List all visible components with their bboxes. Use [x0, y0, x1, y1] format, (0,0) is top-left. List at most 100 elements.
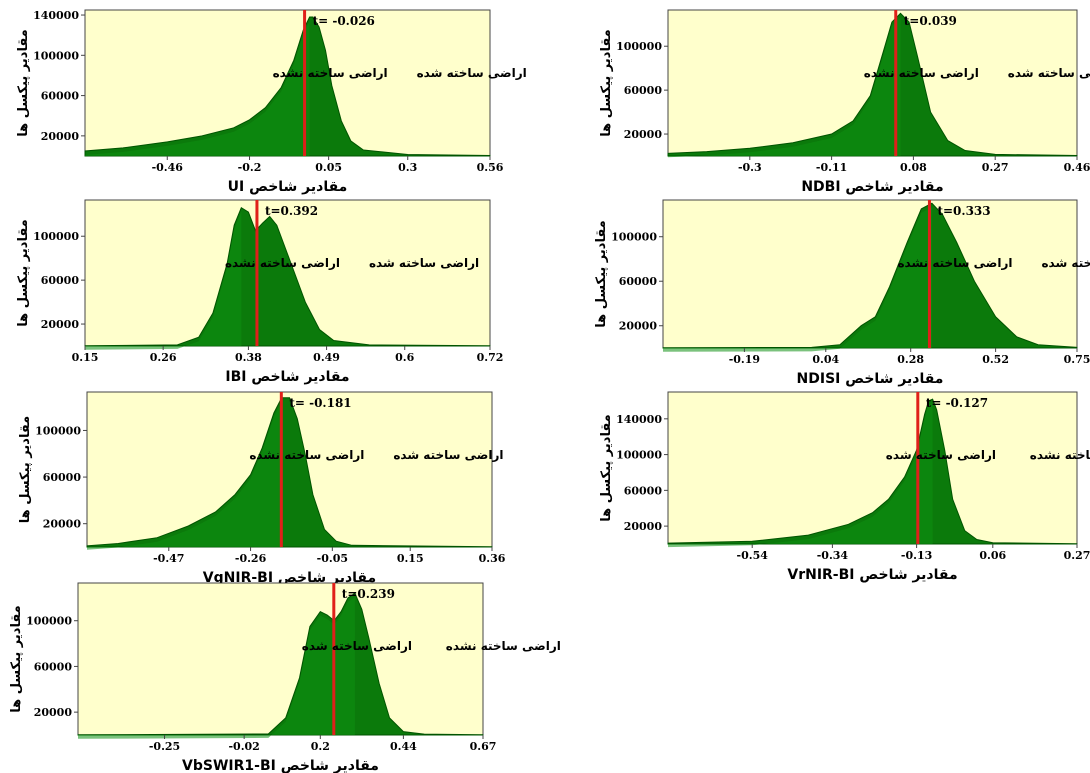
x-tick-label: -0.47: [153, 552, 184, 565]
threshold-label: t=0.039: [904, 14, 957, 28]
histogram-shade: [87, 401, 282, 550]
x-tick-label: 0.72: [477, 351, 504, 364]
histogram-shade: [663, 207, 932, 352]
x-tick-label: 0.49: [313, 351, 340, 364]
histogram-area: [84, 206, 491, 347]
x-tick-label: -0.13: [901, 549, 932, 562]
histogram-area: [662, 202, 1078, 349]
threshold-label: t= -0.127: [926, 396, 988, 410]
x-axis-title: مقادیر شاخص UI: [228, 179, 348, 195]
x-axis-title: مقادیر شاخص VgNIR-BI: [203, 570, 376, 586]
x-tick-label: 0.38: [235, 351, 262, 364]
right-region-label: اراضی ساخته شده: [369, 256, 479, 270]
y-tick-label: 60000: [41, 274, 80, 287]
chart-ibi: t=0.392 اراضی ساخته نشده اراضی ساخته شده 0.…: [16, 199, 504, 385]
left-region-label: اراضی ساخته شده: [886, 448, 996, 462]
y-tick-label: 60000: [624, 84, 663, 97]
y-axis-title: مقادیر پیکسل ها: [16, 219, 31, 326]
left-region-label: اراضی ساخته نشده: [864, 66, 979, 80]
y-tick-label: 140000: [616, 413, 662, 426]
x-tick-label: -0.02: [228, 740, 259, 753]
left-region-label: اراضی ساخته نشده: [225, 256, 340, 270]
x-tick-label: 0.27: [1064, 549, 1090, 562]
x-tick-label: -0.26: [235, 552, 267, 565]
y-axis-title: مقادیر پیکسل ها: [16, 29, 31, 136]
y-tick-label: 20000: [41, 318, 80, 331]
histogram-shade: [85, 21, 310, 156]
x-tick-label: 0.3: [398, 161, 417, 174]
y-tick-label: 20000: [624, 520, 663, 533]
x-tick-label: 0.04: [812, 353, 839, 366]
histogram-shade: [85, 211, 242, 350]
chart-ndbi: t=0.039 اراضی ساخته نشده اراضی ساخته شده -0…: [599, 9, 1090, 195]
y-tick-label: 100000: [33, 230, 79, 243]
x-tick-label: 0.2: [311, 740, 330, 753]
threshold-label: t= -0.026: [313, 14, 375, 28]
x-tick-label: -0.25: [149, 740, 180, 753]
y-axis-title: مقادیر پیکسل ها: [594, 220, 609, 327]
x-tick-label: -0.2: [238, 161, 262, 174]
x-tick-label: 0.67: [470, 740, 497, 753]
chart-ndisi: t=0.333 اراضی ساخته نشده اراضی ساخته شده -0…: [594, 199, 1090, 387]
plot-area: [77, 582, 484, 736]
x-tick-label: -0.05: [317, 552, 348, 565]
x-tick-label: 0.56: [477, 161, 504, 174]
y-axis-title: مقادیر پیکسل ها: [18, 416, 33, 523]
x-tick-label: 0.06: [979, 549, 1006, 562]
histogram-shade: [668, 403, 933, 548]
x-tick-label: -0.54: [737, 549, 769, 562]
chart-vrnir: t= -0.127 اراضی ساخته شده اراضی ساخته نشده…: [599, 391, 1090, 583]
left-region-label: اراضی ساخته شده: [302, 639, 412, 653]
x-tick-label: 0.05: [315, 161, 342, 174]
right-region-label: اراضی ساخته نشده: [1030, 448, 1090, 462]
x-tick-label: 0.36: [479, 552, 506, 565]
right-region-label: اراضی ساخته شده: [393, 448, 503, 462]
y-tick-label: 60000: [624, 484, 663, 497]
x-tick-label: 0.75: [1064, 353, 1090, 366]
y-tick-label: 100000: [33, 49, 79, 62]
x-tick-label: 0.15: [72, 351, 99, 364]
y-tick-label: 100000: [616, 40, 662, 53]
chart-ui: t= -0.026 اراضی ساخته نشده اراضی ساخته شده…: [16, 9, 527, 195]
histogram-area: [77, 592, 484, 736]
left-region-label: اراضی ساخته نشده: [897, 256, 1012, 270]
y-tick-label: 60000: [34, 660, 73, 673]
plot-area: [662, 199, 1078, 349]
chart-vgnir: t= -0.181 اراضی ساخته نشده اراضی ساخته شده…: [18, 391, 506, 586]
y-axis-title: مقادیر پیکسل ها: [599, 414, 614, 521]
x-tick-label: 0.28: [897, 353, 924, 366]
y-tick-label: 20000: [624, 128, 663, 141]
y-tick-label: 20000: [34, 706, 73, 719]
x-tick-label: -0.46: [152, 161, 184, 174]
y-tick-label: 60000: [43, 471, 82, 484]
y-tick-label: 100000: [35, 424, 81, 437]
right-region-label: اراضی ساخته شده: [1008, 66, 1090, 80]
x-tick-label: 0.15: [397, 552, 424, 565]
x-tick-label: 0.6: [395, 351, 414, 364]
threshold-label: t=0.239: [342, 587, 395, 601]
y-tick-label: 140000: [33, 9, 79, 22]
y-tick-label: 100000: [26, 615, 72, 628]
histogram-shade: [668, 17, 901, 158]
x-tick-label: -0.11: [816, 161, 847, 174]
right-region-label: اراضی ساخته نشده: [446, 639, 561, 653]
x-tick-label: 0.46: [1064, 161, 1090, 174]
right-region-label: اراضی ساخته شده: [417, 66, 527, 80]
x-tick-label: 0.27: [982, 161, 1009, 174]
y-tick-label: 100000: [611, 231, 657, 244]
threshold-label: t= -0.181: [289, 396, 351, 410]
x-axis-title: مقادیر شاخص IBI: [225, 369, 349, 385]
left-region-label: اراضی ساخته نشده: [273, 66, 388, 80]
x-axis-title: مقادیر شاخص NDISI: [797, 371, 944, 387]
threshold-label: t=0.392: [265, 204, 318, 218]
y-axis-title: مقادیر پیکسل ها: [9, 605, 24, 712]
right-region-label: اراضی ساخته شده: [1041, 256, 1090, 270]
x-tick-label: 0.08: [900, 161, 927, 174]
histogram-shade: [78, 597, 355, 739]
x-tick-label: 0.26: [150, 351, 177, 364]
x-axis-title: مقادیر شاخص VrNIR-BI: [787, 567, 957, 583]
chart-vbswir1: t=0.239 اراضی ساخته شده اراضی ساخته نشده -0…: [9, 582, 561, 773]
x-axis-title: مقادیر شاخص VbSWIR1-BI: [182, 758, 379, 773]
y-tick-label: 20000: [619, 320, 658, 333]
